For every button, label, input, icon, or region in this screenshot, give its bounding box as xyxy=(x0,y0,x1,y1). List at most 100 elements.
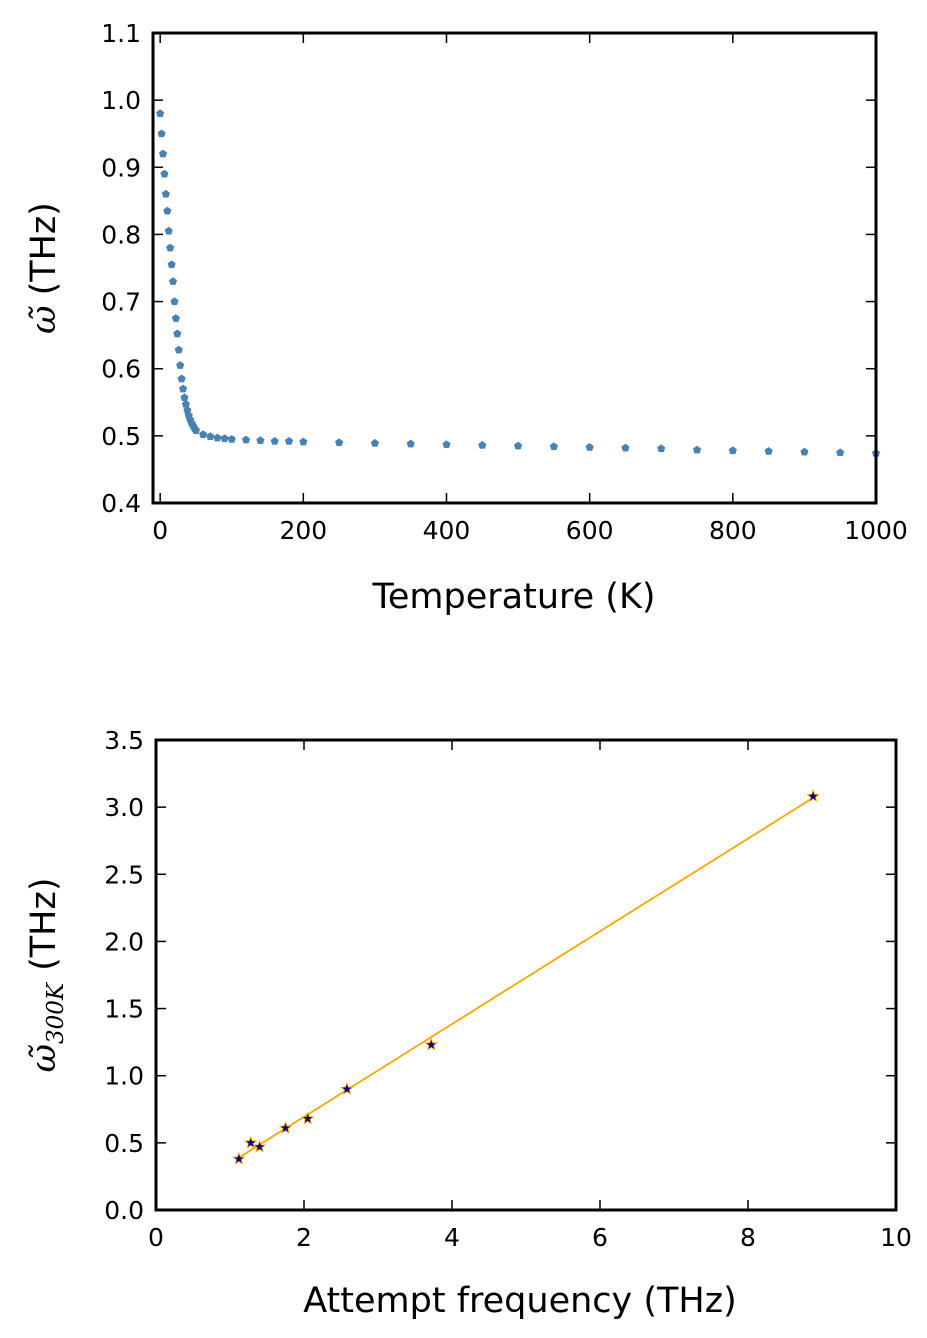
data-point xyxy=(442,440,451,449)
data-point xyxy=(800,447,809,456)
data-point xyxy=(252,1139,267,1153)
y-tick-label: 0.5 xyxy=(101,422,141,451)
data-point xyxy=(836,448,845,457)
y-tick-label: 0.0 xyxy=(104,1196,144,1225)
data-point xyxy=(227,434,236,443)
x-tick-labels: 0 2 4 6 8 10 xyxy=(148,1223,912,1252)
data-point xyxy=(220,434,229,443)
x-axis-label: Attempt frequency (THz) xyxy=(303,1281,737,1321)
x-tick-label: 8 xyxy=(740,1223,756,1252)
data-point xyxy=(160,169,169,178)
y-tick-label: 0.8 xyxy=(101,220,141,249)
chart-temperature: 0 200 400 600 800 1000 0.4 0.5 0.6 0.7 0.8 0.9 1.0 1… xyxy=(24,19,908,617)
data-point xyxy=(161,189,170,198)
y-tick-label: 3.0 xyxy=(104,793,144,822)
data-point xyxy=(157,129,166,138)
data-point xyxy=(174,345,183,354)
data-point xyxy=(657,444,666,453)
data-point xyxy=(164,226,173,235)
x-tick-label: 200 xyxy=(279,516,327,545)
data-point xyxy=(478,440,487,449)
data-point xyxy=(180,393,189,402)
x-tick-label: 4 xyxy=(444,1223,460,1252)
y-tick-label: 3.5 xyxy=(104,726,144,755)
data-point xyxy=(163,206,172,215)
data-point xyxy=(167,260,176,269)
y-tick-label: 2.5 xyxy=(104,860,144,889)
data-point xyxy=(177,374,186,383)
data-point xyxy=(191,426,201,434)
data-point xyxy=(176,361,185,369)
y-tick-labels: 0.0 0.5 1.0 1.5 2.0 2.5 3.0 3.5 xyxy=(104,726,144,1225)
data-point xyxy=(370,438,380,447)
data-point xyxy=(173,329,182,338)
plot-frame xyxy=(151,31,878,505)
y-tick-labels: 0.4 0.5 0.6 0.7 0.8 0.9 1.0 1.1 xyxy=(101,19,141,518)
x-tick-label: 1000 xyxy=(844,516,908,545)
data-point xyxy=(168,277,178,285)
y-axis-symbol: ω̃ xyxy=(24,1044,64,1073)
data-point xyxy=(406,439,415,448)
y-tick-label: 0.6 xyxy=(101,355,141,384)
data-point xyxy=(232,1151,246,1165)
data-point xyxy=(206,432,215,441)
data-point xyxy=(166,243,175,252)
data-point xyxy=(156,109,165,118)
data-point xyxy=(178,384,188,393)
y-tick-label: 0.5 xyxy=(104,1129,144,1158)
data-point xyxy=(243,1135,258,1149)
y-tick-label: 0.7 xyxy=(101,288,141,317)
x-tick-label: 800 xyxy=(709,516,757,545)
y-tick-label: 1.1 xyxy=(101,19,141,48)
x-axis-label: Temperature (K) xyxy=(371,577,655,617)
data-point xyxy=(158,149,168,158)
data-point xyxy=(256,436,265,445)
x-tick-label: 0 xyxy=(152,516,168,545)
data-point xyxy=(424,1037,439,1051)
y-axis-label: ω̃ (THz) xyxy=(24,202,64,334)
x-tick-label: 10 xyxy=(880,1223,912,1252)
y-axis-subscript: 300K xyxy=(43,981,69,1044)
y-axis-unit: (THz) xyxy=(24,877,64,970)
data-point xyxy=(170,297,179,306)
y-axis-label: ω̃300K (THz) xyxy=(24,877,69,1072)
y-tick-label: 0.4 xyxy=(101,489,141,518)
data-point xyxy=(181,399,191,408)
data-point xyxy=(171,314,181,322)
y-tick-label: 0.9 xyxy=(101,153,141,182)
data-point xyxy=(764,446,773,455)
fit-line xyxy=(238,796,814,1159)
data-point xyxy=(241,435,251,444)
data-point xyxy=(300,1111,315,1125)
data-points xyxy=(232,789,820,1165)
data-point xyxy=(299,437,308,446)
data-point xyxy=(806,789,820,803)
data-point xyxy=(513,441,523,450)
y-tick-label: 1.0 xyxy=(101,86,141,115)
x-tick-label: 0 xyxy=(148,1223,164,1252)
x-tick-labels: 0 200 400 600 800 1000 xyxy=(152,516,908,545)
x-tick-label: 6 xyxy=(592,1223,608,1252)
data-point xyxy=(199,430,208,438)
plot-frame xyxy=(154,738,898,1212)
y-axis-unit: (THz) xyxy=(24,202,64,295)
data-point xyxy=(692,445,702,454)
data-point xyxy=(335,438,344,447)
data-point xyxy=(728,446,737,455)
y-tick-label: 1.0 xyxy=(104,1062,144,1091)
y-axis-symbol: ω̃ xyxy=(24,305,64,334)
data-point xyxy=(585,442,594,451)
y-tick-label: 1.5 xyxy=(104,995,144,1024)
chart-attempt-frequency: 0 2 4 6 8 10 0.0 0.5 1.0 1.5 2.0 2.5 3.0 3.5 Attempt… xyxy=(24,726,912,1321)
x-tick-label: 600 xyxy=(566,516,614,545)
data-points xyxy=(156,109,881,457)
x-tick-label: 2 xyxy=(296,1223,312,1252)
y-tick-label: 2.0 xyxy=(104,927,144,956)
data-point xyxy=(278,1120,293,1134)
data-point xyxy=(270,436,279,445)
data-point xyxy=(340,1081,354,1095)
data-point xyxy=(549,442,558,451)
x-tick-label: 400 xyxy=(423,516,471,545)
data-point xyxy=(284,436,294,445)
